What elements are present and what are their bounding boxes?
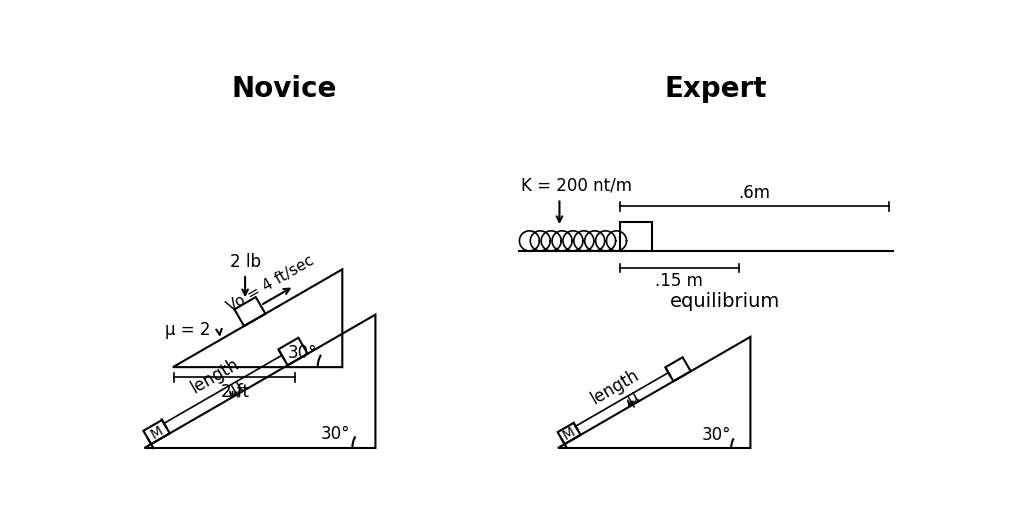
Bar <box>620 222 652 251</box>
Text: 30°: 30° <box>321 425 350 443</box>
Text: length: length <box>187 355 243 397</box>
Text: Expert: Expert <box>665 75 767 102</box>
Text: 2 lb: 2 lb <box>229 253 260 271</box>
Text: .15 m: .15 m <box>655 272 703 290</box>
Text: μ: μ <box>624 387 642 408</box>
Text: 30°: 30° <box>701 426 731 444</box>
Text: M: M <box>560 424 578 442</box>
Text: length: length <box>588 367 642 409</box>
Text: Novice: Novice <box>231 75 337 102</box>
Text: Vo = 4 ft/sec: Vo = 4 ft/sec <box>224 253 316 315</box>
Text: M: M <box>147 423 165 441</box>
Text: K = 200 nt/m: K = 200 nt/m <box>521 177 632 195</box>
Text: 30°: 30° <box>288 344 317 362</box>
Text: .6m: .6m <box>738 184 770 202</box>
Text: μ: μ <box>227 377 246 398</box>
Text: 2 ft: 2 ft <box>220 383 249 401</box>
Text: μ = 2: μ = 2 <box>165 321 211 339</box>
Text: equilibrium: equilibrium <box>671 292 780 311</box>
